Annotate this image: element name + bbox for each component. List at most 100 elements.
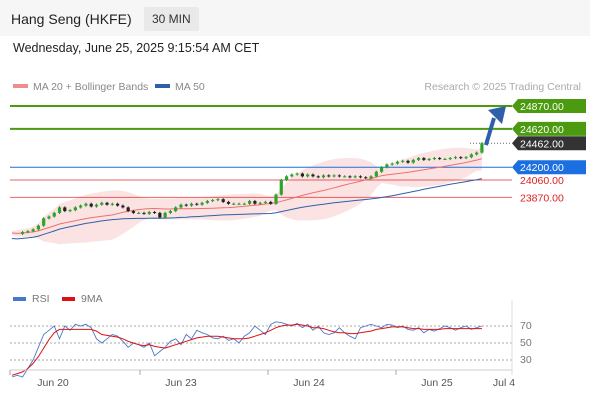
level-lines <box>10 105 512 198</box>
candle-32 <box>179 203 183 209</box>
candle-37 <box>205 199 209 204</box>
rsi-tick-70: 70 <box>520 320 532 332</box>
candle-body-28 <box>158 212 162 218</box>
candle-body-43 <box>237 203 241 205</box>
candle-82 <box>443 157 447 161</box>
candle-body-71 <box>385 164 389 168</box>
candle-35 <box>195 202 199 206</box>
ma20-legend-swatch <box>13 84 28 88</box>
level-tag-bg-0 <box>512 99 586 113</box>
candle-24 <box>137 211 141 214</box>
candle-17 <box>100 201 104 206</box>
rsi-legend-swatch <box>13 297 26 301</box>
candle-body-52 <box>284 176 289 180</box>
moving-averages <box>11 158 483 240</box>
candle-12 <box>73 206 77 212</box>
candle-body-47 <box>258 202 262 204</box>
candle-body-87 <box>469 154 473 158</box>
candle-body-72 <box>390 163 394 165</box>
ma9-legend-swatch <box>62 297 75 301</box>
candle-19 <box>110 202 114 206</box>
candle-23 <box>131 209 136 214</box>
projection-arrow-head <box>488 106 506 124</box>
candle-body-45 <box>248 201 252 204</box>
candle-9 <box>57 206 62 214</box>
ma20-legend-label: MA 20 + Bollinger Bands <box>33 81 148 93</box>
candle-body-46 <box>253 201 257 204</box>
bollinger-band <box>12 146 482 245</box>
ma50-legend-swatch <box>155 84 170 88</box>
level-tag-5: 23870.00 <box>520 192 564 204</box>
interval-button[interactable]: 30 MIN <box>144 7 199 31</box>
candle-body-17 <box>100 202 104 205</box>
candle-6 <box>42 217 46 227</box>
candle-body-8 <box>52 212 56 217</box>
level-tag-bg-1 <box>512 121 586 136</box>
candle-84 <box>453 156 458 160</box>
candle-body-27 <box>152 211 157 213</box>
candle-body-38 <box>211 200 215 202</box>
candle-67 <box>364 176 368 180</box>
candle-body-79 <box>427 158 431 160</box>
candle-body-65 <box>353 176 357 178</box>
candle-15 <box>89 202 93 208</box>
candle-body-80 <box>432 158 436 160</box>
candle-body-78 <box>422 158 426 160</box>
candle-body-9 <box>57 207 62 213</box>
candle-72 <box>390 162 394 166</box>
candle-body-54 <box>295 173 299 175</box>
candle-body-33 <box>184 204 188 206</box>
candle-69 <box>374 170 378 178</box>
candle-61 <box>332 174 336 178</box>
candle-body-4 <box>31 229 35 232</box>
candle-body-16 <box>94 204 99 207</box>
candle-49 <box>269 200 273 205</box>
candle-body-26 <box>147 211 151 214</box>
candle-body-62 <box>337 175 341 177</box>
candle-body-75 <box>406 160 410 163</box>
candle-body-5 <box>36 225 40 230</box>
candle-body-3 <box>26 231 30 233</box>
ma50-line <box>11 178 483 240</box>
candle-85 <box>459 156 463 160</box>
level-tag-0: 24870.00 <box>512 99 586 113</box>
candle-38 <box>211 199 215 203</box>
candle-3 <box>26 230 30 234</box>
candle-47 <box>258 201 262 205</box>
candle-body-19 <box>110 203 114 205</box>
candle-body-53 <box>290 174 294 177</box>
candle-body-14 <box>84 203 88 206</box>
candle-18 <box>105 201 109 206</box>
candle-48 <box>263 200 268 204</box>
candle-86 <box>464 156 468 160</box>
ma20-line <box>11 158 483 234</box>
candle-44 <box>242 202 246 205</box>
candle-73 <box>395 160 400 165</box>
level-tag-1: 24620.00 <box>512 121 586 136</box>
candle-31 <box>174 206 178 213</box>
candle-50 <box>274 193 278 205</box>
candle-63 <box>343 175 347 178</box>
x-tick-label-0: Jun 20 <box>37 377 69 389</box>
header-bar <box>0 0 590 36</box>
candle-41 <box>226 200 231 205</box>
datetime-label: Wednesday, June 25, 2025 9:15:54 AM CET <box>13 41 260 55</box>
candle-body-36 <box>200 202 204 205</box>
candle-body-35 <box>195 203 199 205</box>
candle-75 <box>406 159 410 164</box>
rsi-tick-30: 30 <box>520 354 532 366</box>
candle-52 <box>284 175 289 182</box>
candle-body-42 <box>232 203 236 205</box>
candle-46 <box>253 199 257 205</box>
candle-body-50 <box>274 194 278 204</box>
candle-body-10 <box>63 207 67 212</box>
candle-22 <box>126 206 130 213</box>
rsi-ma9-line <box>11 323 482 376</box>
level-label-2: 24462.00 <box>520 138 564 150</box>
candle-43 <box>237 202 241 205</box>
candle-body-55 <box>300 173 304 177</box>
candle-body-86 <box>464 157 468 159</box>
candle-66 <box>358 175 363 179</box>
candle-27 <box>152 210 157 214</box>
candle-62 <box>337 174 341 178</box>
